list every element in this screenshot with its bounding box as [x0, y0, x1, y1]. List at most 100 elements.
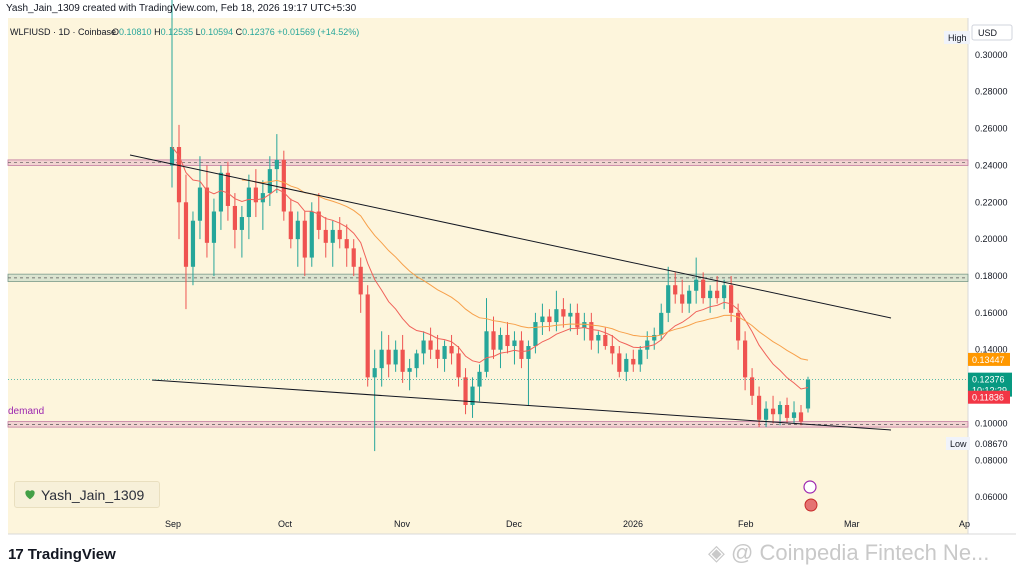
low-value: 0.08670 — [975, 439, 1008, 449]
candle-body — [330, 229, 335, 243]
x-tick-label: 2026 — [623, 519, 643, 529]
candle-body — [435, 349, 440, 359]
demand-label: demand — [8, 406, 44, 417]
candle-body — [372, 368, 377, 378]
candle-body — [791, 412, 797, 418]
candle-body — [365, 294, 370, 378]
candle-body — [169, 147, 175, 166]
y-tick-label: 0.26000 — [975, 124, 1008, 134]
ema-fast-tag — [968, 390, 1010, 404]
y-tick-label: 0.10000 — [975, 418, 1008, 428]
y-tick-label: 0.08000 — [975, 455, 1008, 465]
candle-body — [561, 309, 566, 317]
watermark-text: ◈ @ Coinpedia Fintech Ne... — [708, 540, 990, 565]
low-badge — [946, 437, 970, 450]
ema-fast-line — [171, 146, 809, 390]
candle-body — [498, 334, 503, 350]
candle-body — [379, 349, 384, 369]
price-axis-background — [968, 18, 1024, 534]
candle-body — [295, 220, 300, 240]
x-tick-label: Dec — [506, 519, 523, 529]
candle-body — [491, 331, 496, 350]
countdown-value: 10:12:29 — [972, 386, 1007, 396]
candle-body — [274, 159, 279, 170]
ema-slow-tag-value: 0.13447 — [972, 355, 1005, 365]
candle-body — [736, 312, 741, 341]
candle-body — [617, 353, 622, 372]
candle-body — [414, 353, 419, 369]
candle-body — [239, 217, 244, 230]
candle-body — [407, 368, 412, 372]
candle-body — [540, 316, 545, 323]
candle-body — [323, 229, 328, 243]
candle-body — [729, 285, 734, 313]
candle-body — [176, 147, 182, 203]
candle-body — [743, 340, 748, 378]
x-tick-label: Feb — [738, 519, 754, 529]
y-tick-label: 0.18000 — [975, 271, 1008, 281]
candle-body — [197, 187, 203, 221]
candle-body — [624, 358, 629, 372]
created-by-line: Yash_Jain_1309 created with TradingView.… — [6, 3, 357, 14]
candle-body — [260, 193, 265, 203]
candle-body — [701, 279, 706, 299]
candle-body — [267, 169, 272, 194]
ema-slow-tag — [968, 352, 1010, 366]
candle-body — [505, 334, 510, 347]
candle-body — [596, 334, 601, 341]
candle-body — [533, 322, 538, 347]
candle-body — [421, 340, 426, 354]
candle-body — [253, 187, 258, 203]
candle-body — [519, 340, 524, 359]
ema-fast-tag-value: 0.11836 — [972, 393, 1004, 403]
candle-body — [393, 349, 398, 365]
plot-background — [8, 18, 968, 534]
tradingview-logo-icon: 17 — [8, 546, 24, 563]
candle-body — [309, 211, 314, 258]
candle-body — [463, 377, 468, 405]
candle-body — [722, 285, 727, 299]
candle-body — [666, 285, 671, 313]
candle-body — [777, 405, 783, 415]
candle-body — [526, 346, 531, 359]
candle-body — [288, 211, 293, 240]
y-tick-label: 0.06000 — [975, 492, 1008, 502]
candle-body — [694, 279, 699, 291]
candle-body — [715, 290, 720, 299]
high-label: High — [948, 33, 967, 43]
candle-body — [756, 395, 762, 420]
candle-body — [218, 172, 224, 212]
author-badge: Yash_Jain_1309 — [14, 481, 160, 508]
tradingview-brand[interactable]: 17 TradingView — [8, 546, 116, 563]
candle-body — [568, 312, 573, 317]
y-tick-label: 0.14000 — [975, 345, 1008, 355]
candle-body — [484, 331, 489, 372]
candle-body — [316, 211, 321, 230]
candle-body — [449, 346, 454, 354]
candle-body — [680, 294, 685, 304]
candle-body — [659, 312, 664, 335]
currency-badge[interactable] — [971, 24, 1013, 41]
candle-body — [204, 187, 210, 243]
candle-body — [386, 349, 391, 365]
candle-body — [470, 386, 475, 405]
lower-trendline[interactable] — [151, 379, 892, 431]
y-tick-label: 0.20000 — [975, 234, 1008, 244]
upper-trendline[interactable] — [129, 154, 892, 319]
flag-event-icon[interactable] — [804, 498, 818, 512]
author-name: Yash_Jain_1309 — [41, 486, 145, 503]
candle-body — [708, 290, 713, 299]
candle-body — [798, 412, 804, 422]
candle-body — [547, 316, 552, 323]
candle-body — [456, 353, 461, 378]
lightning-event-icon[interactable] — [803, 480, 817, 494]
candle-body — [652, 334, 657, 341]
ema-slow-line — [241, 179, 809, 361]
candle-body — [805, 379, 811, 409]
y-tick-label: 0.30000 — [975, 50, 1008, 60]
candle-body — [673, 285, 678, 295]
candle-body — [603, 334, 608, 347]
candle-body — [337, 229, 342, 240]
